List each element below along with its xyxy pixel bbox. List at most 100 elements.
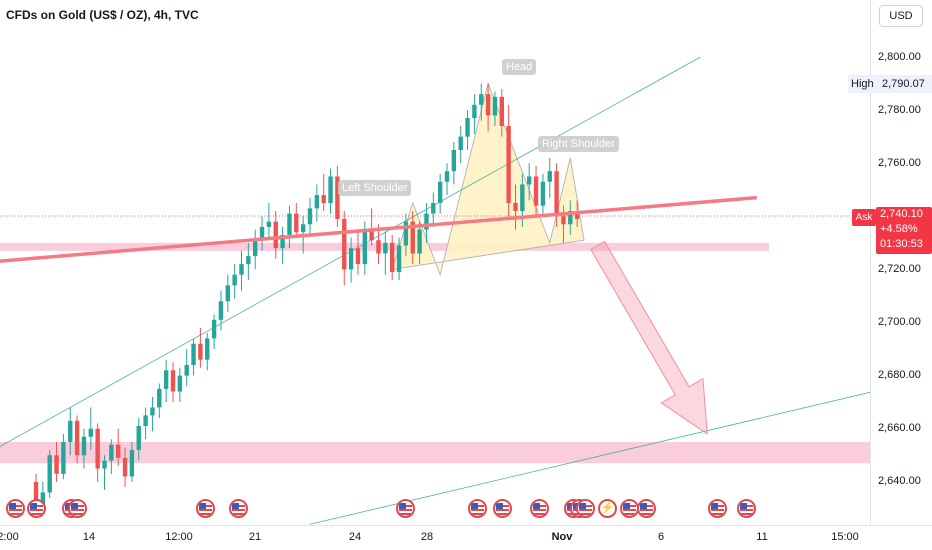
us-flag-icon[interactable] [468, 499, 487, 518]
us-flag-icon[interactable] [6, 499, 25, 518]
high-value: 2,790.07 [882, 78, 925, 90]
candle-down [33, 481, 39, 506]
head-annotation[interactable]: Head [502, 59, 537, 75]
time-axis[interactable] [0, 525, 932, 550]
price-tick: 2,760.00 [878, 157, 921, 169]
time-tick: 14 [82, 531, 96, 543]
us-flag-icon[interactable] [620, 499, 639, 518]
candle-up [307, 208, 313, 225]
candle-up [328, 176, 333, 204]
us-flag-icon[interactable] [396, 499, 415, 518]
candle-up [540, 181, 546, 206]
upper-trendline [0, 56, 701, 447]
candle-up [177, 375, 183, 392]
candle-up [527, 176, 532, 185]
price-chart[interactable] [0, 0, 870, 525]
price-tick: 2,680.00 [878, 369, 921, 381]
price-change: +4.58% [880, 223, 918, 235]
candle-up [102, 460, 107, 469]
candle-down [554, 171, 559, 217]
price-tick: 2,700.00 [878, 316, 921, 328]
high-price-tag: High 2,790.07 [848, 75, 932, 93]
candle-up [129, 449, 135, 477]
candle-up [109, 444, 114, 461]
candle-up [520, 184, 525, 211]
candle-down [410, 221, 415, 254]
candle-down [574, 210, 580, 219]
candle-up [547, 171, 552, 182]
candle-down [561, 216, 566, 225]
candle-up [232, 274, 237, 286]
candle-up [259, 226, 265, 241]
currency-selector[interactable]: USD [879, 5, 923, 27]
candle-up [383, 242, 388, 254]
chart-area[interactable] [0, 0, 870, 525]
neckline [0, 195, 757, 263]
us-flag-icon[interactable] [196, 499, 215, 518]
candle-up [205, 338, 210, 360]
right-shoulder-annotation[interactable]: Right Shoulder [538, 136, 619, 152]
candle-up [280, 234, 285, 249]
time-tick: 21 [248, 531, 262, 543]
time-tick: 12:00 [165, 531, 193, 543]
candle-down [342, 218, 347, 270]
us-flag-icon[interactable] [637, 499, 656, 518]
candle-down [506, 126, 511, 204]
price-tick: 2,640.00 [878, 475, 921, 487]
candle-up [150, 407, 155, 416]
time-tick: 6 [657, 531, 665, 543]
us-flag-icon[interactable] [27, 499, 46, 518]
candle-up [492, 96, 498, 116]
us-flag-icon[interactable] [530, 499, 549, 518]
us-flag-icon[interactable] [737, 499, 756, 518]
candle-up [479, 94, 484, 105]
candle-down [335, 176, 340, 219]
chart-title: CFDs on Gold (US$ / OZ), 4h, TVC [6, 8, 199, 22]
candle-up [68, 420, 73, 442]
time-tick: 28 [420, 531, 434, 543]
candle-down [294, 213, 299, 233]
us-flag-icon[interactable] [708, 499, 727, 518]
candle-up [287, 213, 292, 235]
lightning-icon[interactable]: ⚡ [598, 499, 617, 518]
candle-down [485, 94, 491, 116]
candle-up [444, 171, 450, 182]
candle-up [157, 388, 162, 408]
support-zone [0, 441, 870, 464]
time-tick: 2:00 [0, 531, 19, 543]
current-price: 2,740.10 [880, 208, 923, 220]
candle-down [513, 203, 518, 211]
candle-down [369, 229, 374, 241]
candle-up [40, 492, 46, 506]
head-shoulders-pattern [391, 81, 585, 277]
candle-up [396, 245, 402, 273]
candle-up [191, 343, 196, 365]
lower-trendline [309, 391, 870, 525]
candle-down [95, 428, 100, 469]
candle-down [116, 444, 121, 458]
candle-down [321, 195, 326, 204]
candle-up [465, 118, 470, 137]
us-flag-icon[interactable] [493, 499, 512, 518]
candle-up [246, 256, 251, 265]
price-tick: 2,780.00 [878, 104, 921, 116]
price-tick: 2,800.00 [878, 51, 921, 63]
us-flag-icon[interactable] [229, 499, 248, 518]
us-flag-icon[interactable] [68, 499, 87, 518]
candle-down [273, 221, 278, 249]
left-shoulder-annotation[interactable]: Left Shoulder [338, 180, 412, 196]
candle-up [472, 104, 477, 119]
candle-down [390, 242, 395, 273]
candle-up [417, 229, 422, 254]
price-tick: 2,660.00 [878, 422, 921, 434]
candle-down [376, 240, 381, 254]
candle-up [143, 415, 148, 427]
candle-up [431, 203, 436, 214]
us-flag-icon[interactable] [576, 499, 595, 518]
candle-down [355, 248, 361, 265]
candle-up [458, 136, 463, 150]
candle-up [437, 181, 443, 204]
candle-up [451, 149, 457, 172]
candle-up [568, 210, 573, 225]
candle-up [362, 229, 367, 265]
